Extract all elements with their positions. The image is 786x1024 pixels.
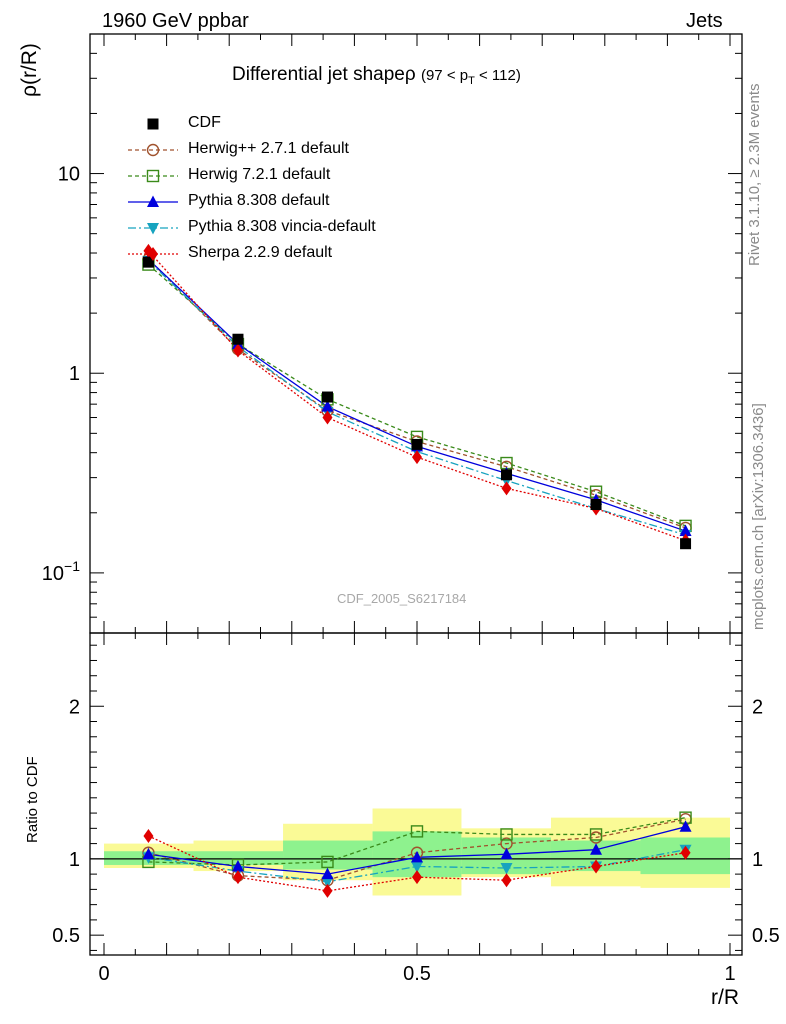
ratio-data-point-4 — [500, 863, 513, 875]
axis-tick-labels: 0 0.5 1 10−1 1 10 0.5 0.5 1 1 2 2 — [42, 164, 780, 985]
ratio-data-point-5 — [232, 870, 243, 885]
header-process-label: Jets — [686, 10, 723, 32]
legend-marker-0 — [147, 118, 159, 130]
x-tick-label: 0 — [98, 963, 109, 985]
legend-label: Herwig 7.2.1 default — [188, 166, 331, 183]
ratio-data-point-5 — [322, 883, 333, 898]
ratio-y-tick-label-right: 1 — [752, 849, 763, 871]
ratio-series-line-2 — [148, 817, 686, 866]
x-axis-label: r/R — [711, 986, 739, 1009]
main-data-point-5 — [412, 450, 422, 465]
ratio-data-point-5 — [412, 870, 422, 885]
x-tick-label: 0.5 — [403, 963, 431, 985]
ratio-data-point-3 — [590, 843, 603, 855]
ratio-data-point-3 — [231, 859, 244, 872]
ratio-data-point-2 — [500, 828, 513, 841]
main-data-point-0 — [590, 499, 602, 511]
main-series-line-4 — [147, 260, 686, 536]
ratio-data-point-4 — [411, 861, 423, 873]
main-data-point-5 — [232, 343, 243, 358]
ratio-data-point-2 — [589, 828, 603, 841]
legend-symbols — [128, 118, 178, 261]
legend-label: Sherpa 2.2.9 default — [188, 244, 333, 261]
ratio-y-tick-label-right: 2 — [752, 696, 763, 718]
main-data-point-0 — [501, 469, 513, 481]
ratio-data-point-4 — [321, 876, 334, 889]
ratio-data-point-5 — [591, 859, 602, 874]
mcplots-reference-label: mcplots.cern.ch [arXiv:1306.3436] — [750, 403, 767, 630]
legend-marker-3 — [147, 195, 159, 207]
plot-title-range: (97 < pT < 112) — [420, 67, 521, 87]
main-y-axis-label: ρ(r/R) — [18, 43, 41, 97]
main-data-point-0 — [680, 538, 692, 550]
main-data-point-0 — [232, 333, 244, 345]
rivet-version-label: Rivet 3.1.10, ≥ 2.3M events — [746, 83, 763, 267]
ratio-data-point-5 — [501, 873, 512, 888]
y-tick-label: 10−1 — [42, 558, 80, 585]
legend-marker-5 — [148, 247, 158, 261]
series-markers — [142, 243, 692, 898]
ratio-y-tick-label: 1 — [69, 849, 80, 871]
ratio-data-point-3 — [500, 847, 513, 860]
x-tick-label: 1 — [724, 963, 735, 985]
ratio-y-tick-label: 2 — [69, 696, 80, 718]
ratio-data-point-2 — [321, 855, 334, 869]
main-data-point-0 — [411, 438, 423, 450]
ratio-data-point-3 — [142, 847, 155, 860]
main-data-point-3 — [679, 524, 692, 537]
ratio-data-point-5 — [143, 828, 154, 843]
legend-marker-4 — [147, 223, 159, 235]
series-lines — [147, 250, 686, 892]
legend-marker-1 — [146, 143, 160, 157]
main-data-point-0 — [321, 391, 333, 403]
header-energy-label: 1960 GeV ppbar — [102, 10, 249, 32]
plot-frames — [89, 33, 743, 956]
ratio-y-axis-label: Ratio to CDF — [24, 756, 41, 843]
main-data-point-3 — [321, 400, 334, 412]
ratio-data-point-3 — [679, 820, 692, 832]
y-tick-label: 10 — [58, 164, 80, 186]
plot-title: Differential jet shapeρ (97 < pT < 112) — [232, 64, 521, 87]
plot-title-main: Differential jet shapeρ — [232, 64, 416, 85]
axis-ticks — [90, 33, 742, 955]
main-series-line-2 — [148, 264, 686, 527]
ratio-data-point-5 — [680, 845, 691, 860]
y-tick-label: 1 — [69, 363, 80, 385]
analysis-id-watermark: CDF_2005_S6217184 — [337, 591, 467, 606]
ratio-data-point-2 — [410, 825, 424, 838]
legend-label: Herwig++ 2.7.1 default — [188, 140, 349, 157]
ratio-data-point-3 — [411, 850, 423, 863]
main-data-point-5 — [501, 481, 512, 496]
legend-marker-2 — [146, 169, 160, 183]
main-series-line-1 — [147, 258, 686, 529]
main-data-point-0 — [142, 256, 154, 268]
main-series-line-5 — [147, 250, 686, 542]
ratio-data-point-3 — [321, 867, 334, 880]
main-data-point-5 — [322, 410, 333, 425]
ratio-y-tick-label: 0.5 — [52, 925, 80, 947]
legend-label: Pythia 8.308 vincia-default — [188, 218, 376, 235]
band-inner-1 — [193, 851, 284, 865]
main-series-line-3 — [147, 258, 686, 532]
band-inner-2 — [283, 840, 373, 870]
legend-label: CDF — [188, 114, 221, 131]
ratio-panel-frame — [89, 632, 743, 956]
y-tick-exponent: −1 — [64, 558, 80, 574]
ratio-y-tick-label-right: 0.5 — [752, 925, 780, 947]
legend-label: Pythia 8.308 default — [188, 192, 330, 209]
